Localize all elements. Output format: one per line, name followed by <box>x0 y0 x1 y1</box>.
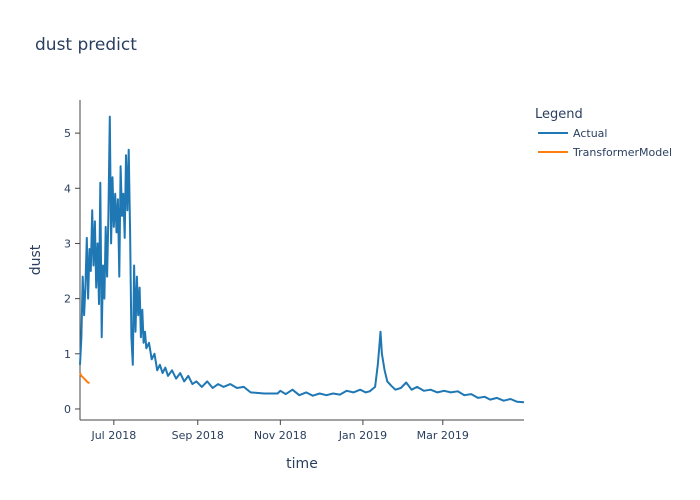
series-line-transformermodel <box>79 372 90 384</box>
y-tick-label: 4 <box>64 182 71 195</box>
y-tick-label: 3 <box>64 237 71 250</box>
x-tick-label: Mar 2019 <box>417 429 469 442</box>
y-tick-label: 5 <box>64 127 71 140</box>
y-axis: 0 1 2 3 4 5 <box>64 100 81 420</box>
y-tick-label: 1 <box>64 348 71 361</box>
plot-series <box>79 115 525 404</box>
x-axis-title: time <box>286 456 318 472</box>
x-axis: Jul 2018 Sep 2018 Nov 2018 Jan 2019 Mar 2019 <box>80 419 524 442</box>
x-tick-label: Jul 2018 <box>90 429 136 442</box>
legend-label-transformer-model: TransformerModel <box>572 146 672 159</box>
legend-label-actual: Actual <box>573 127 607 140</box>
x-tick-label: Sep 2018 <box>172 429 224 442</box>
legend-title: Legend <box>535 107 583 122</box>
x-tick-label: Jan 2019 <box>338 429 387 442</box>
series-line-actual <box>79 115 525 404</box>
y-tick-label: 2 <box>64 293 71 306</box>
y-axis-title: dust <box>28 244 44 275</box>
legend: Legend Actual TransformerModel <box>535 107 672 159</box>
x-tick-label: Nov 2018 <box>254 429 307 442</box>
chart-title: dust predict <box>35 35 137 55</box>
y-tick-label: 0 <box>64 403 71 416</box>
